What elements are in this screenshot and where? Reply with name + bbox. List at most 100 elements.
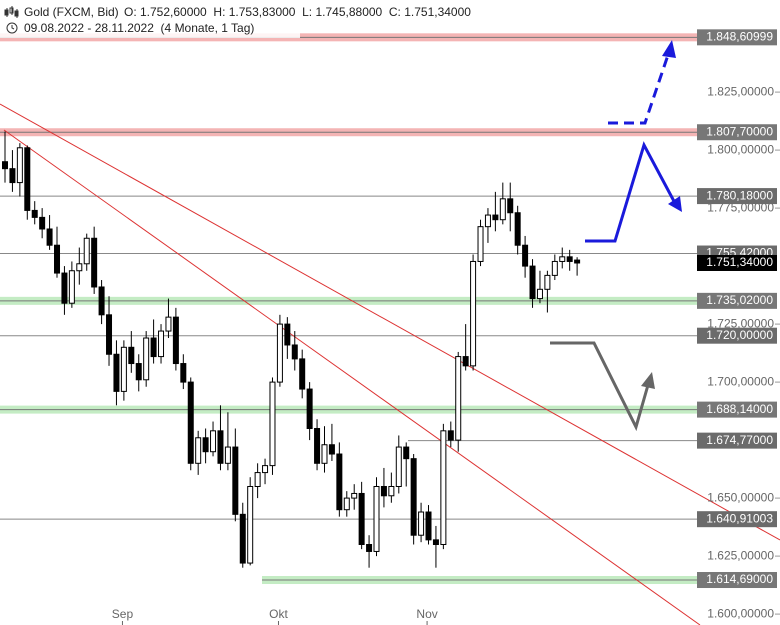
candle-body <box>336 453 343 511</box>
candle-body <box>321 444 328 464</box>
scenario-arrow <box>608 54 670 125</box>
candle-body <box>106 314 113 355</box>
arrowhead <box>641 372 655 389</box>
candle-body <box>254 472 261 487</box>
candle-body <box>224 446 231 464</box>
candle-body <box>165 316 172 332</box>
candle-body <box>135 363 142 381</box>
candle-body <box>276 323 283 383</box>
candle-body <box>172 316 179 365</box>
candle-body <box>328 444 335 455</box>
candle-body <box>31 209 38 218</box>
x-tick-label: Sep <box>112 607 134 621</box>
candle-body <box>536 288 543 300</box>
candle-body <box>187 381 194 464</box>
candle-body <box>269 381 276 467</box>
candle-body <box>195 437 202 464</box>
candle-body <box>113 353 120 392</box>
candle-body <box>410 458 417 536</box>
candle-body <box>484 214 491 228</box>
y-tick-label: 1.825,00000 <box>707 84 774 98</box>
candle-body <box>470 260 477 367</box>
candle-body <box>306 388 313 429</box>
candle-body <box>143 337 150 381</box>
y-tick-label: 1.700,00000 <box>707 374 774 388</box>
level-label: 1.720,00000 <box>706 328 773 342</box>
level-label: 1.735,02000 <box>706 293 773 307</box>
candle-body <box>351 492 358 499</box>
level-label: 1.807,70000 <box>706 124 773 138</box>
candle-body <box>529 265 536 300</box>
clock-icon <box>6 22 18 34</box>
trend-line <box>0 103 780 541</box>
candle-body <box>358 492 365 545</box>
candle-body <box>180 363 187 383</box>
candle-body <box>366 543 373 552</box>
candle-body <box>98 286 105 316</box>
candle-body <box>403 446 410 460</box>
candle-body <box>499 198 506 221</box>
level-label-box <box>697 327 777 344</box>
candle-body <box>514 212 521 246</box>
y-tick-label: 1.725,00000 <box>707 316 774 330</box>
level-label: 1.674,77000 <box>706 433 773 447</box>
level-label-box <box>697 401 777 418</box>
level-label-box <box>697 29 777 46</box>
candle-body <box>262 465 269 474</box>
candle-body <box>455 356 462 441</box>
y-tick-label: 1.800,00000 <box>707 142 774 156</box>
level-label-box <box>697 511 777 528</box>
level-label: 1.688,14000 <box>706 402 773 416</box>
candle-body <box>39 216 46 230</box>
level-label-box <box>697 432 777 449</box>
candle-body <box>314 427 321 464</box>
candle-body <box>128 346 135 365</box>
y-tick-label: 1.650,00000 <box>707 490 774 504</box>
candle-body <box>395 446 402 487</box>
level-label: 1.780,18000 <box>706 188 773 202</box>
level-label-box <box>697 188 777 205</box>
candle-body <box>574 259 581 264</box>
candle-body <box>9 168 16 184</box>
candle-body <box>559 256 566 262</box>
candle-body <box>299 358 306 390</box>
candle-body <box>343 497 350 511</box>
y-tick-label: 1.600,00000 <box>707 606 774 620</box>
candle-body <box>202 437 209 453</box>
candle-body <box>425 511 432 541</box>
level-label-box <box>697 124 777 141</box>
candle-body <box>388 485 395 497</box>
x-tick-label: Nov <box>416 607 437 621</box>
candle-body <box>373 485 380 552</box>
axis-labels: 1.600,00000 1.625,00000 1.650,00000 1.700,0… <box>112 29 780 625</box>
candle-body <box>380 485 387 497</box>
candle-body <box>2 161 8 170</box>
candle-body <box>24 147 31 211</box>
candle-body <box>210 430 217 453</box>
chart-icon <box>4 6 19 18</box>
candle-body <box>477 226 484 262</box>
candle-body <box>232 446 239 515</box>
level-label: 1.640,91003 <box>706 511 773 525</box>
y-tick-label: 1.625,00000 <box>707 548 774 562</box>
candle-body <box>551 260 558 276</box>
level-label-box <box>697 572 777 589</box>
scenario-arrow <box>550 341 650 432</box>
candle-body <box>120 346 127 392</box>
x-tick-label: Okt <box>269 607 288 621</box>
candle-body <box>284 323 291 346</box>
candle-body <box>83 237 90 265</box>
levels <box>0 33 697 585</box>
arrowhead <box>662 40 676 58</box>
candle-body <box>291 344 298 360</box>
candle-body <box>158 330 165 358</box>
candle-body <box>68 270 75 304</box>
level-label: 1.614,69000 <box>706 572 773 586</box>
arrowhead <box>668 196 682 212</box>
candle-body <box>61 272 68 304</box>
level-label: 1.848,60999 <box>706 30 773 44</box>
candle-body <box>54 244 61 274</box>
candle-body <box>522 244 529 267</box>
candle-body <box>76 263 83 272</box>
